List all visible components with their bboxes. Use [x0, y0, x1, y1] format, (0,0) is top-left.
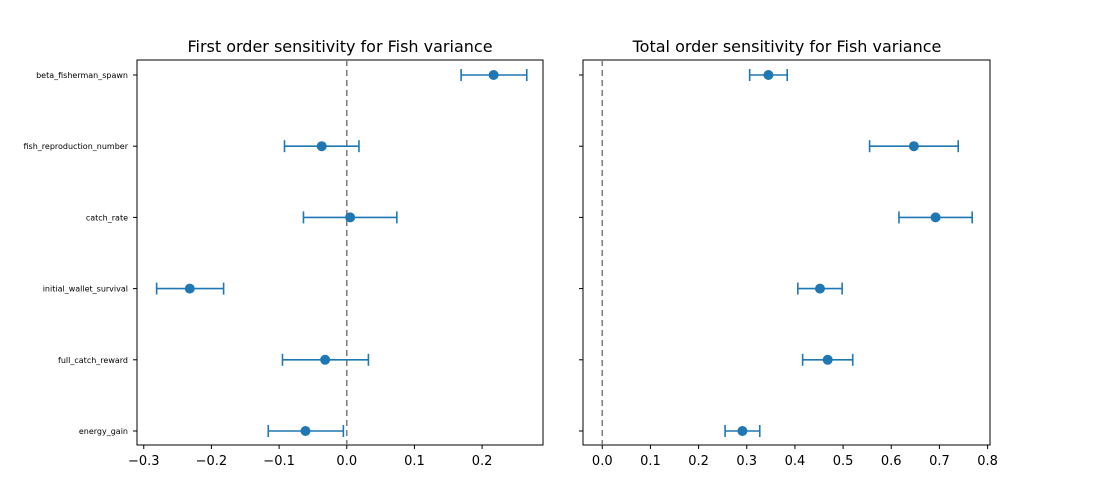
- point-beta-fisherman-spawn: [763, 70, 774, 80]
- category-label-initial-wallet-survival: initial_wallet_survival: [43, 285, 128, 294]
- x-tick-label: 0.4: [785, 454, 806, 469]
- point-beta-fisherman-spawn: [488, 70, 499, 80]
- point-energy-gain: [737, 426, 748, 436]
- point-fish-reproduction-number: [908, 141, 919, 152]
- category-label-full-catch-reward: full_catch_reward: [58, 356, 128, 365]
- x-tick-label: 0.0: [592, 454, 613, 469]
- x-tick-label: 0.5: [833, 454, 854, 469]
- point-catch-rate: [345, 212, 356, 223]
- point-full-catch-reward: [822, 354, 833, 365]
- x-tick-label: 0.1: [404, 454, 425, 469]
- plot-frame: [136, 59, 544, 446]
- x-tick-label: 0.0: [336, 454, 357, 469]
- x-tick-label: 0.2: [688, 454, 709, 469]
- category-label-energy-gain: energy_gain: [79, 427, 128, 436]
- total-order-title: Total order sensitivity for Fish varianc…: [632, 37, 942, 56]
- point-catch-rate: [930, 212, 941, 223]
- plot-frame: [582, 59, 991, 446]
- x-tick-label: 0.7: [929, 454, 950, 469]
- x-tick-label: 0.3: [736, 454, 757, 469]
- category-label-beta-fisherman-spawn: beta_fisherman_spawn: [36, 71, 128, 80]
- point-fish-reproduction-number: [316, 141, 327, 152]
- point-initial-wallet-survival: [184, 283, 195, 294]
- point-full-catch-reward: [320, 354, 331, 365]
- x-tick-label: −0.3: [128, 454, 160, 469]
- x-tick-label: 0.1: [640, 454, 661, 469]
- category-label-fish-reproduction-number: fish_reproduction_number: [24, 142, 129, 151]
- x-tick-label: −0.2: [196, 454, 228, 469]
- x-tick-label: 0.6: [881, 454, 902, 469]
- point-initial-wallet-survival: [814, 283, 825, 294]
- x-tick-label: 0.2: [472, 454, 493, 469]
- first-order-panel: First order sensitivity for Fish varianc…: [24, 37, 544, 469]
- first-order-title: First order sensitivity for Fish varianc…: [187, 37, 492, 56]
- x-tick-label: −0.1: [263, 454, 295, 469]
- category-label-catch-rate: catch_rate: [86, 213, 128, 222]
- point-energy-gain: [300, 426, 311, 436]
- x-tick-label: 0.8: [977, 454, 998, 469]
- total-order-panel: Total order sensitivity for Fish varianc…: [579, 37, 998, 469]
